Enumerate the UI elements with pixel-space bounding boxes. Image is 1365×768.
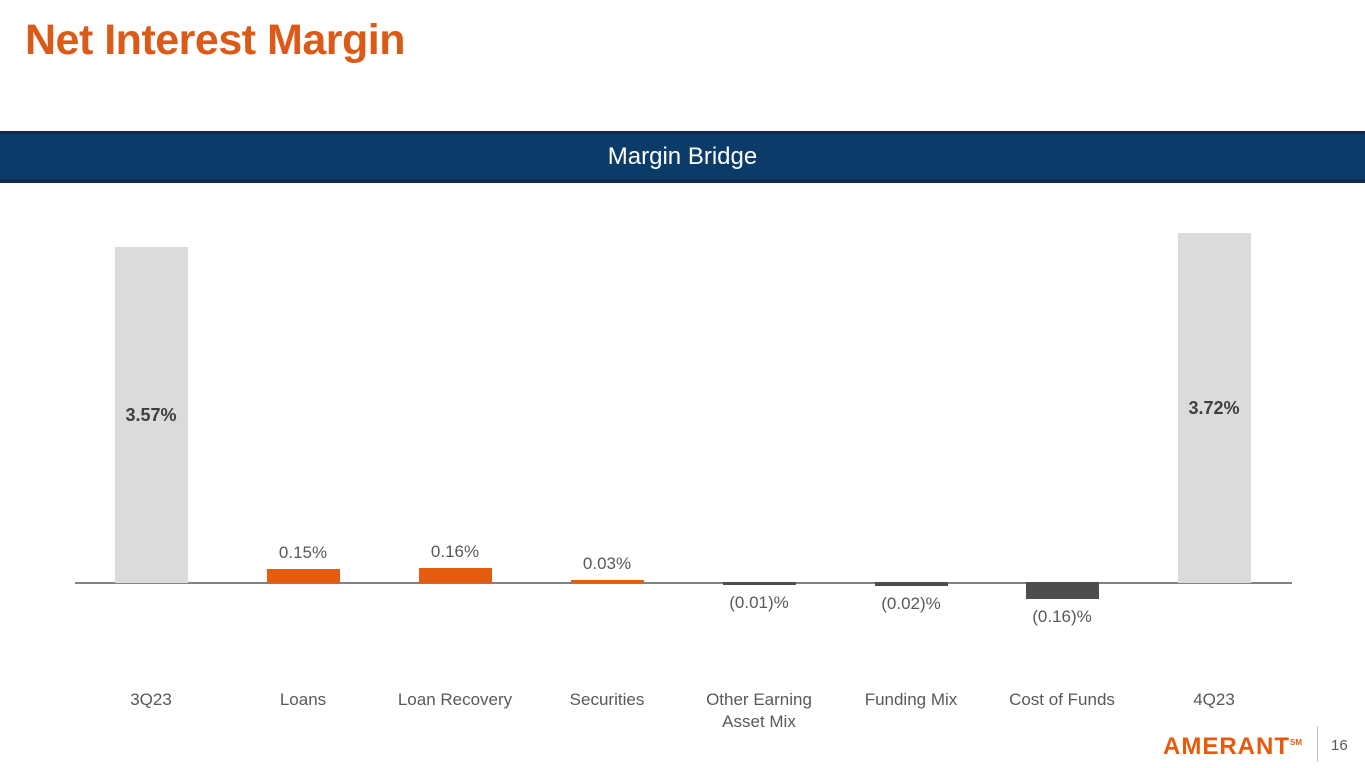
value-label-securities: 0.03% (582, 554, 632, 573)
bar-securities (570, 580, 644, 583)
bar-other-earning-asset-mix (722, 582, 796, 585)
page-title: Net Interest Margin (25, 16, 405, 64)
page-number: 16 (1331, 737, 1348, 754)
amerant-logo: AMERANTSM (1163, 733, 1302, 761)
value-label-4q23: 3.72% (1188, 398, 1240, 418)
amerant-logo-trademark: SM (1290, 738, 1302, 747)
category-label-loan-recovery: Loan Recovery (397, 690, 513, 709)
amerant-logo-text: AMERANT (1163, 733, 1290, 760)
category-label-3q23: 3Q23 (130, 690, 172, 709)
bar-loan-recovery (418, 568, 492, 583)
category-label-other-earning-asset-mix: Other Earning Asset Mix (706, 690, 812, 731)
value-label-3q23: 3.57% (125, 405, 177, 425)
category-label-funding-mix: Funding Mix (864, 690, 958, 709)
section-banner: Margin Bridge (0, 131, 1365, 183)
bar-loans (266, 569, 340, 583)
bar-3q23 (114, 247, 188, 583)
category-label-cost-of-funds: Cost of Funds (1009, 690, 1115, 709)
category-label-4q23: 4Q23 (1193, 690, 1235, 709)
value-label-cost-of-funds: (0.16)% (1032, 607, 1092, 626)
value-label-loans: 0.15% (278, 543, 328, 562)
value-label-loan-recovery: 0.16% (430, 542, 480, 561)
value-label-funding-mix: (0.02)% (881, 594, 941, 613)
category-label-loans: Loans (279, 690, 327, 709)
x-axis-line (75, 582, 1292, 584)
bar-4q23 (1177, 233, 1251, 583)
category-label-securities: Securities (569, 690, 645, 709)
bar-cost-of-funds (1025, 582, 1099, 599)
bar-funding-mix (874, 582, 948, 586)
value-label-other-earning-asset-mix: (0.01)% (729, 593, 789, 612)
section-banner-title: Margin Bridge (607, 142, 758, 170)
footer-divider (1317, 726, 1318, 762)
